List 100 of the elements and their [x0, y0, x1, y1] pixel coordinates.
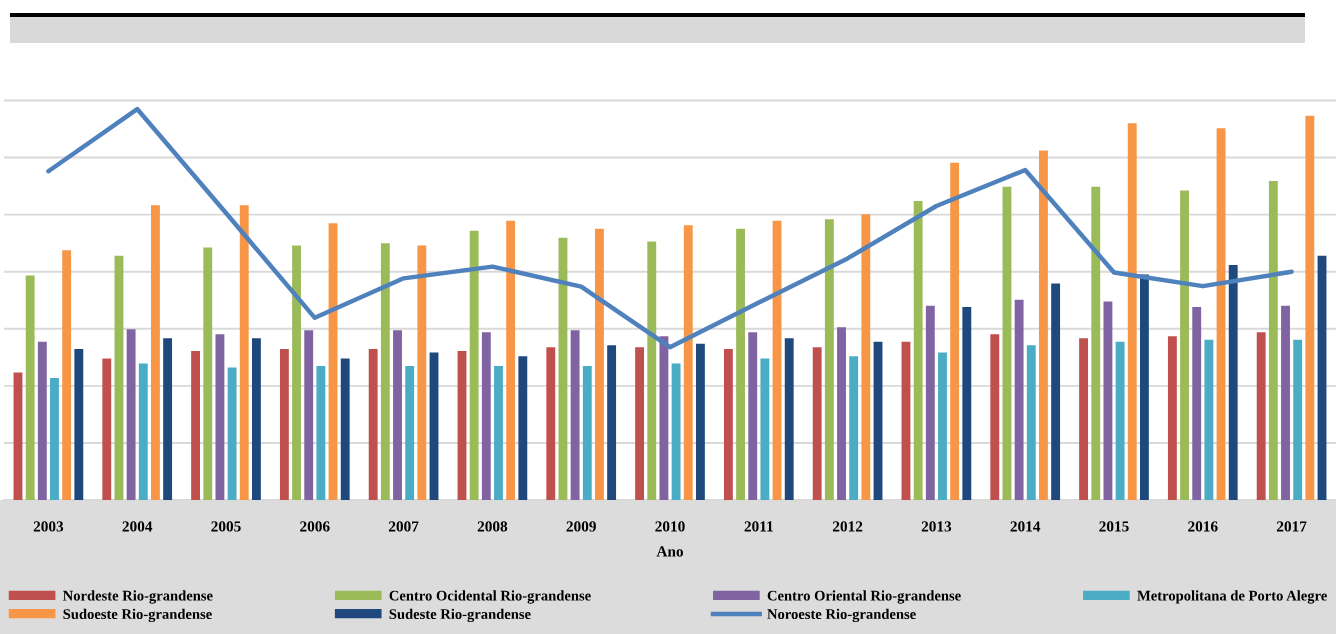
bar	[203, 247, 213, 500]
x-tick-label: 2016	[1188, 521, 1218, 532]
bar	[901, 341, 911, 500]
bar	[837, 327, 846, 500]
bar	[1305, 115, 1315, 500]
x-tick-label: 2013	[921, 521, 952, 532]
bar	[1127, 123, 1137, 500]
x-tick-label: 2007	[388, 521, 419, 532]
bar	[429, 352, 439, 500]
x-tick-label: 2014	[1010, 521, 1041, 532]
bar	[292, 245, 301, 500]
x-tick-label: 2010	[655, 521, 685, 532]
bar	[227, 367, 237, 500]
bar	[595, 228, 604, 500]
bar	[861, 214, 871, 500]
bar	[1192, 306, 1202, 500]
bar	[824, 219, 834, 500]
bar	[163, 338, 173, 500]
bar	[1014, 299, 1024, 500]
bar	[647, 241, 657, 500]
bar	[114, 255, 124, 500]
bar	[812, 347, 822, 500]
bar	[1039, 150, 1048, 500]
bar	[695, 343, 705, 500]
bar	[1103, 301, 1113, 500]
bar	[962, 306, 972, 500]
bar	[723, 349, 733, 500]
bar	[607, 345, 617, 500]
bar	[784, 338, 794, 500]
bar	[102, 358, 112, 500]
bar	[304, 330, 314, 500]
bar	[950, 162, 960, 500]
bar	[1180, 190, 1189, 500]
bar	[126, 329, 136, 500]
bar	[1091, 186, 1101, 500]
bar	[671, 363, 681, 500]
bar	[990, 334, 1000, 500]
x-tick-label: 2009	[566, 521, 596, 532]
bar	[481, 332, 491, 500]
bar	[417, 245, 427, 500]
bar	[659, 336, 669, 500]
bar	[251, 338, 261, 500]
x-axis-title: Ano	[656, 546, 683, 557]
legend-label: Centro Oriental Rio-grandense	[767, 590, 961, 604]
bar	[151, 205, 160, 500]
bar	[279, 349, 289, 500]
x-tick-label: 2017	[1276, 521, 1307, 532]
bar	[518, 356, 528, 500]
bar	[1139, 274, 1149, 500]
bar	[469, 230, 479, 500]
bar	[683, 225, 693, 500]
bar	[457, 351, 467, 500]
bar	[368, 349, 378, 500]
bar	[340, 358, 350, 500]
bar	[138, 363, 148, 500]
legend-label: Centro Ocidental Rio-grandense	[389, 590, 591, 604]
bar	[1115, 341, 1125, 500]
bar	[873, 341, 883, 500]
bar	[925, 305, 935, 500]
legend-label: Metropolitana de Porto Alegre	[1137, 590, 1327, 604]
x-tick-label: 2006	[300, 521, 330, 532]
bar	[316, 365, 326, 500]
bar	[546, 347, 556, 500]
bar	[1026, 345, 1036, 500]
bar	[13, 372, 23, 500]
bar	[635, 347, 645, 500]
bar	[1317, 255, 1327, 500]
x-tick-label: 2004	[122, 521, 153, 532]
x-tick-label: 2011	[744, 521, 773, 532]
bar	[380, 243, 390, 500]
bar	[50, 378, 59, 500]
bar	[1268, 181, 1278, 500]
bar	[1079, 338, 1089, 500]
bar	[191, 351, 201, 500]
bar	[748, 332, 758, 500]
bar	[62, 250, 72, 500]
bar	[582, 365, 592, 500]
bar	[494, 365, 503, 500]
bar	[1281, 305, 1290, 500]
bar	[913, 200, 923, 500]
bar	[239, 205, 249, 500]
bar	[1228, 265, 1238, 500]
bar	[938, 352, 947, 500]
bar	[1051, 283, 1061, 500]
x-tick-label: 2012	[832, 521, 863, 532]
bar	[1204, 339, 1214, 500]
legend-label: Nordeste Rio-grandense	[62, 590, 213, 604]
x-tick-label: 2008	[477, 521, 508, 532]
bar	[1167, 336, 1177, 500]
x-tick-label: 2015	[1099, 521, 1129, 532]
bar	[405, 365, 415, 500]
x-tick-label: 2005	[211, 521, 241, 532]
bar	[1256, 332, 1266, 500]
bar	[393, 330, 402, 500]
bar	[37, 341, 47, 500]
bar	[760, 358, 770, 500]
bar	[736, 228, 745, 500]
legend-label: Sudeste Rio-grandense	[389, 608, 531, 623]
bar	[215, 334, 225, 500]
legend-label: Sudoeste Rio-grandense	[63, 608, 212, 623]
